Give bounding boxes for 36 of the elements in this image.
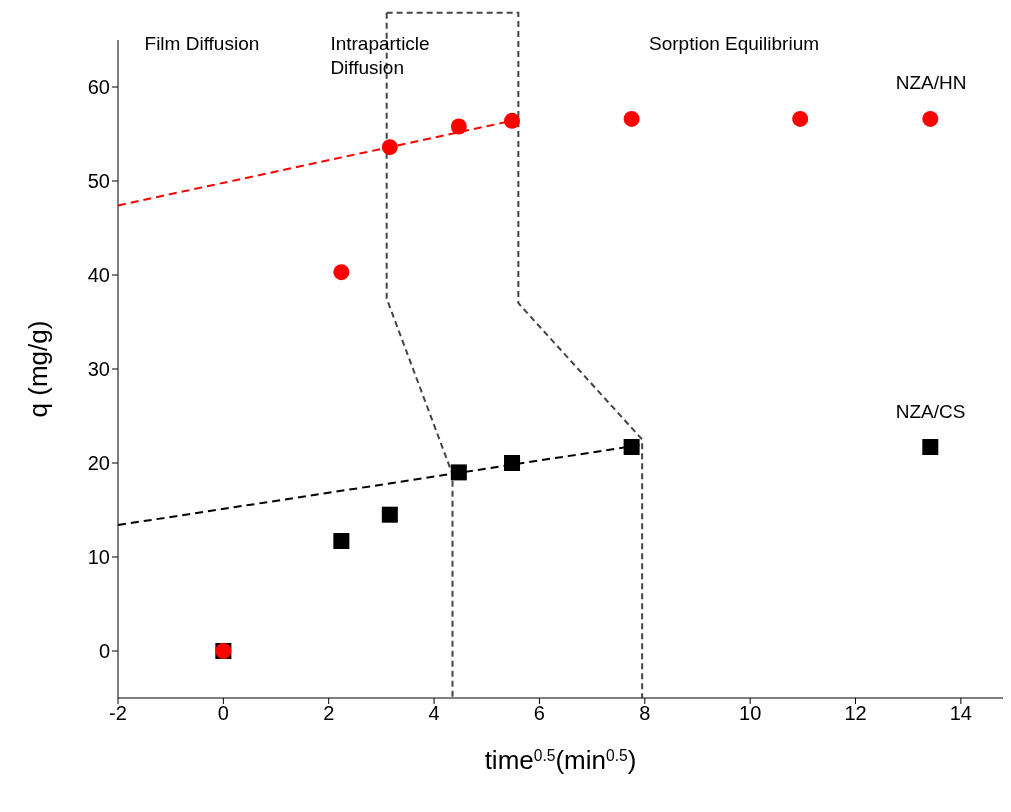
x-tick-label: 6 xyxy=(533,702,545,725)
point xyxy=(623,439,640,456)
point xyxy=(922,110,939,127)
y-tick-label: 0 xyxy=(98,640,110,663)
y-tick-label: 60 xyxy=(87,76,110,99)
x-tick-label: 8 xyxy=(639,702,651,725)
series-label: NZA/HN xyxy=(895,72,967,94)
point xyxy=(504,112,521,129)
point xyxy=(333,533,350,550)
point xyxy=(922,439,939,456)
x-tick-label: 10 xyxy=(739,702,762,725)
x-tick-label: -2 xyxy=(109,702,127,725)
y-tick-label: 10 xyxy=(87,546,110,569)
x-tick-label: 0 xyxy=(217,702,229,725)
point xyxy=(333,264,350,281)
annotation: Intraparticle Diffusion xyxy=(330,33,430,78)
annotation: Film Diffusion xyxy=(144,33,260,54)
y-tick-label: 20 xyxy=(87,452,110,475)
x-tick-label: 2 xyxy=(323,702,335,725)
x-tick-label: 14 xyxy=(949,702,972,725)
point xyxy=(381,139,398,156)
y-axis-title: q (mg/g) xyxy=(23,320,54,418)
x-tick-label: 4 xyxy=(428,702,440,725)
series-label: NZA/CS xyxy=(895,400,966,422)
point xyxy=(450,464,467,481)
point xyxy=(792,110,809,127)
point xyxy=(381,506,398,523)
x-tick-label: 12 xyxy=(844,702,867,725)
point xyxy=(504,455,521,471)
x-axis-title: time$^{0.5}$(min$^{0.5}$) xyxy=(484,745,637,775)
y-tick-label: 30 xyxy=(87,358,110,381)
annotation: Sorption Equilibrium xyxy=(649,33,820,54)
point xyxy=(623,110,640,127)
point xyxy=(450,118,467,135)
y-tick-label: 50 xyxy=(87,170,110,193)
y-tick-label: 40 xyxy=(87,264,110,287)
